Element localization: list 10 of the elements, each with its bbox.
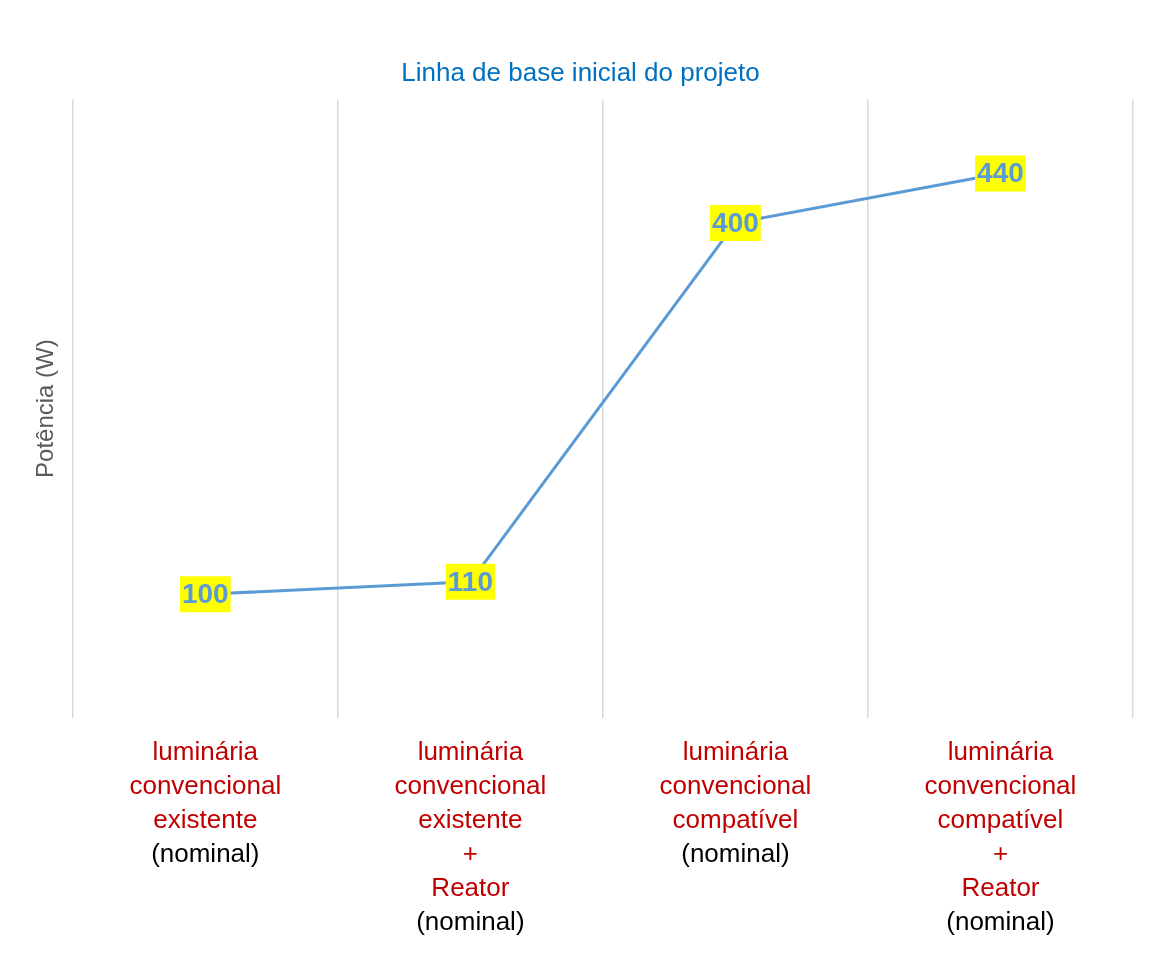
x-tick-label: luminária convencional compatível + Reator (nominal) [924, 736, 1077, 937]
chart-title: Linha de base inicial do projeto [401, 56, 760, 87]
y-axis-title: Potência (W) [31, 339, 59, 478]
data-label: 100 [181, 577, 229, 609]
x-tick-label: luminária convencional compatível (nominal) [659, 736, 812, 869]
data-label: 440 [977, 157, 1024, 189]
data-label: 110 [447, 565, 493, 597]
data-label: 400 [712, 206, 759, 238]
x-tick-label: luminária convencional existente (nominal) [129, 736, 282, 869]
x-tick-label: luminária convencional existente + Reator (nominal) [394, 736, 547, 937]
